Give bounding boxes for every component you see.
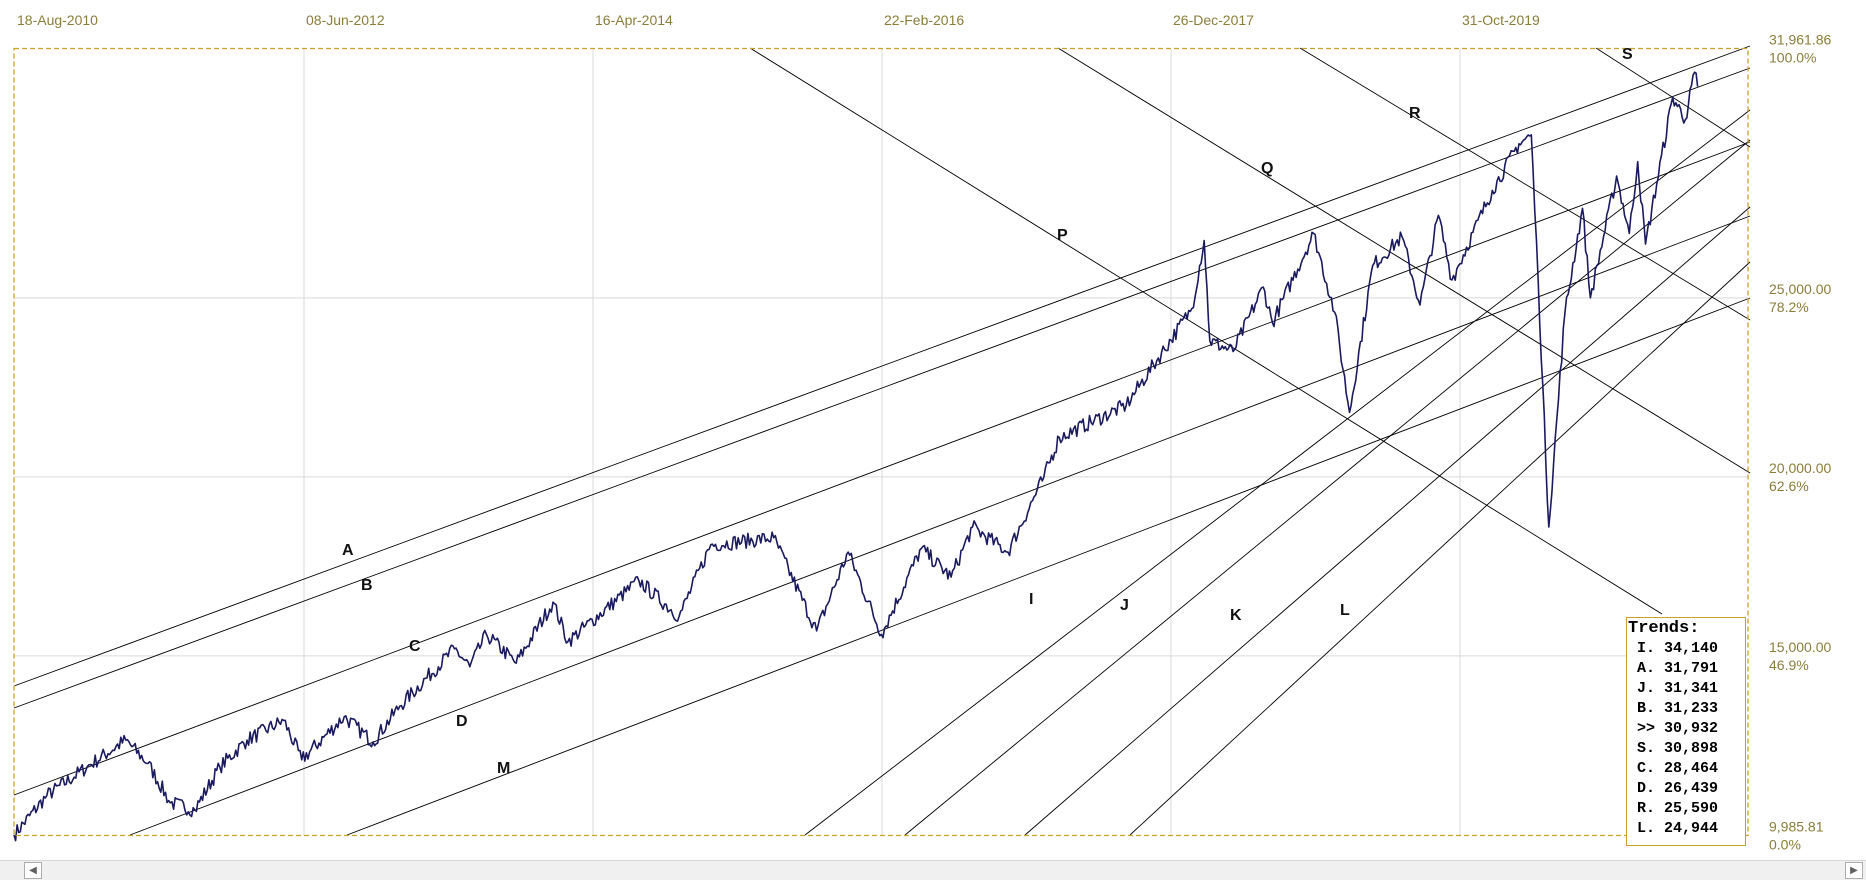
- x-tick-label: 08-Jun-2012: [306, 12, 385, 28]
- trend-letter-j: J: [1120, 597, 1129, 614]
- trend-letter-m: M: [497, 760, 510, 777]
- trend-letter-k: K: [1230, 607, 1242, 624]
- x-tick-label: 16-Apr-2014: [595, 12, 673, 28]
- trend-letter-r: R: [1409, 105, 1421, 122]
- trend-line: [13, 45, 1751, 687]
- x-tick-label: 26-Dec-2017: [1173, 12, 1254, 28]
- legend-row: D. 26,439: [1637, 780, 1719, 797]
- trend-letter-a: A: [342, 542, 354, 559]
- legend-row: >> 30,932: [1637, 720, 1719, 737]
- y-value-label: 20,000.00: [1769, 460, 1831, 476]
- plot-frame: [13, 47, 1749, 837]
- legend-row: B. 31,233: [1637, 700, 1719, 717]
- trend-letter-l: L: [1340, 602, 1350, 619]
- scroll-right-button[interactable]: ▶: [1845, 862, 1863, 879]
- trend-line: [13, 141, 1751, 796]
- grid-lines: [14, 48, 1748, 836]
- trend-line: [1057, 47, 1751, 474]
- trend-letter-i: I: [1029, 591, 1033, 608]
- price-line: [13, 71, 1699, 842]
- trend-letter-s: S: [1622, 46, 1633, 63]
- x-tick-label: 22-Feb-2016: [884, 12, 964, 28]
- trend-line: [13, 67, 1751, 709]
- scroll-track[interactable]: [44, 864, 1844, 877]
- legend-rows: I. 34,140 A. 31,791 J. 31,341 B. 31,233 >> 3…: [1627, 639, 1745, 839]
- legend-row: C. 28,464: [1637, 760, 1719, 777]
- trend-line: [1024, 206, 1751, 836]
- legend-title: Trends:: [1628, 619, 1700, 638]
- trend-letters: A B C D M I J K L P Q R S: [342, 46, 1633, 777]
- trend-letter-q: Q: [1261, 160, 1273, 177]
- y-value-label: 9,985.81: [1769, 819, 1824, 835]
- y-value-label: 25,000.00: [1769, 281, 1831, 297]
- legend-row: J. 31,341: [1637, 680, 1719, 697]
- chart-canvas: 18-Aug-2010 08-Jun-2012 16-Apr-2014 22-Feb-…: [13, 12, 1831, 853]
- legend-row: I. 34,140: [1637, 640, 1719, 657]
- trend-letter-p: P: [1057, 227, 1068, 244]
- y-percent-label: 100.0%: [1769, 50, 1816, 66]
- trend-line: [346, 297, 1751, 836]
- y-percent-label: 78.2%: [1769, 299, 1809, 315]
- legend-row: S. 30,898: [1637, 740, 1719, 757]
- trends-legend: Trends: I. 34,140 A. 31,791 J. 31,341 B. 31…: [1626, 617, 1746, 846]
- trend-line: [1129, 261, 1751, 836]
- legend-row: R. 25,590: [1637, 800, 1719, 817]
- trend-line: [1299, 47, 1751, 321]
- y-percent-label: 46.9%: [1769, 657, 1809, 673]
- trend-line: [129, 215, 1751, 836]
- y-percent-label: 0.0%: [1769, 837, 1801, 853]
- trend-line: [749, 47, 1663, 615]
- y-value-label: 15,000.00: [1769, 639, 1831, 655]
- legend-row: A. 31,791: [1637, 660, 1719, 677]
- y-axis-labels: 31,961.86 100.0% 25,000.00 78.2% 20,000.00 62…: [1769, 32, 1831, 853]
- y-percent-label: 62.6%: [1769, 478, 1809, 494]
- trend-letter-c: C: [409, 638, 421, 655]
- trend-line: [904, 139, 1751, 836]
- x-tick-label: 31-Oct-2019: [1462, 12, 1540, 28]
- scroll-left-button[interactable]: ◀: [24, 862, 42, 879]
- x-tick-label: 18-Aug-2010: [17, 12, 98, 28]
- legend-row: L. 24,944: [1637, 820, 1719, 837]
- trend-lines: [13, 45, 1751, 836]
- trend-line: [804, 109, 1751, 836]
- trend-letter-d: D: [456, 713, 468, 730]
- x-axis-labels: 18-Aug-2010 08-Jun-2012 16-Apr-2014 22-Feb-…: [17, 12, 1540, 28]
- y-value-label: 31,961.86: [1769, 32, 1831, 48]
- trend-letter-b: B: [361, 577, 373, 594]
- price-series: [13, 71, 1699, 842]
- horizontal-scrollbar[interactable]: ◀ ▶: [0, 860, 1866, 880]
